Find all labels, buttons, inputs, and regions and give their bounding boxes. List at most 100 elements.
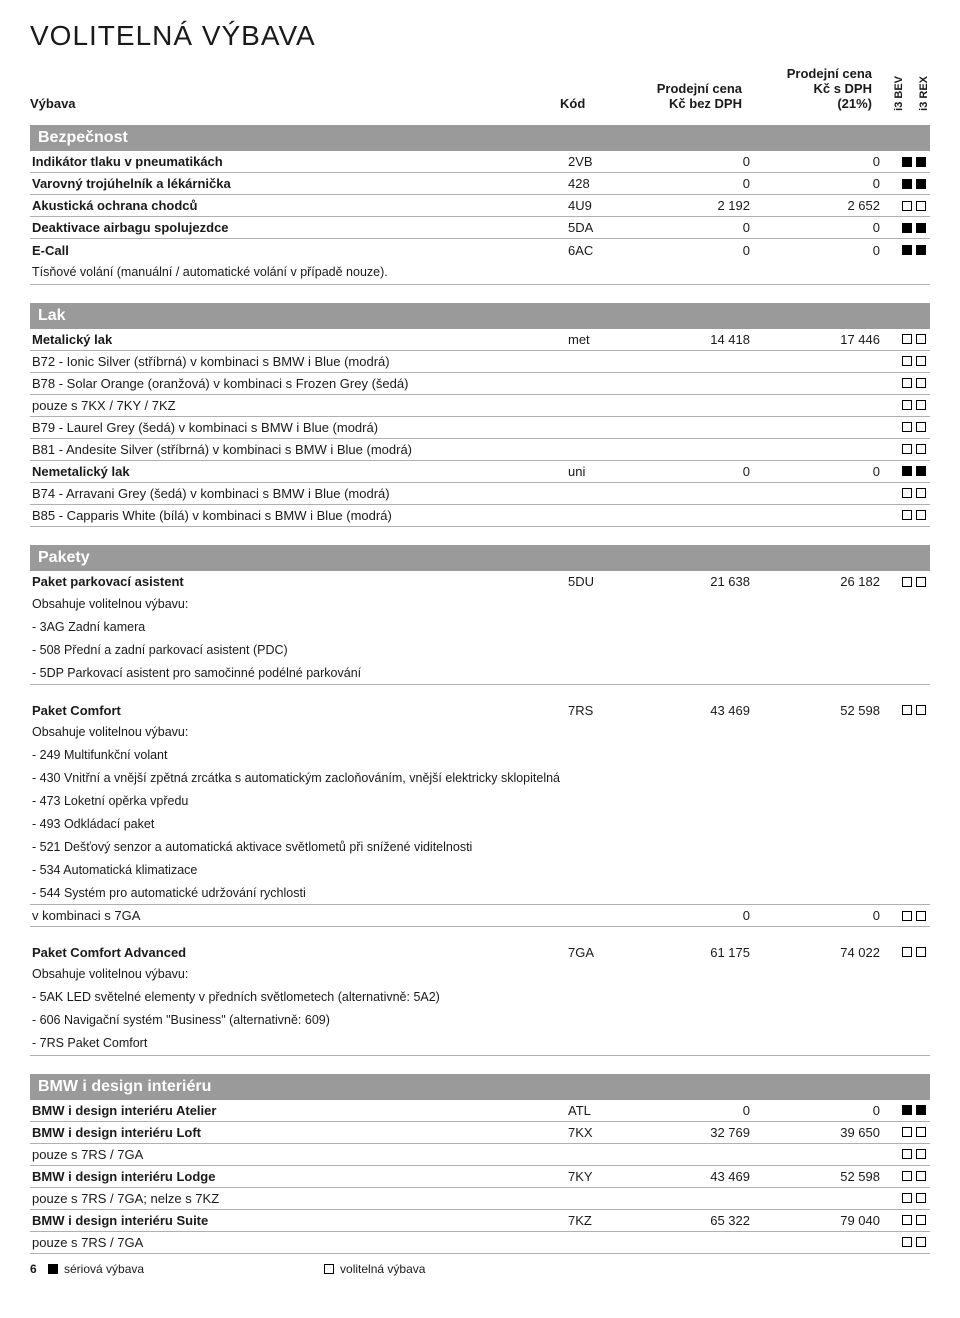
table-header: Výbava Kód Prodejní cena Kč bez DPH Prod… — [30, 66, 930, 117]
table-row: Obsahuje volitelnou výbavu: — [30, 721, 930, 744]
footer: 6 sériová výbava volitelná výbava — [30, 1262, 930, 1276]
hdr-p1-l1: Prodejní cena — [630, 81, 742, 96]
row-sub: Obsahuje volitelnou výbavu: — [30, 724, 568, 741]
row-name: pouze s 7KX / 7KY / 7KZ — [30, 398, 568, 413]
filled-square-icon — [916, 245, 926, 255]
row-kod: 7RS — [568, 703, 638, 718]
table-row: - 7RS Paket Comfort — [30, 1032, 930, 1056]
row-price1: 0 — [638, 154, 768, 169]
table-row: B85 - Capparis White (bílá) v kombinaci … — [30, 505, 930, 527]
row-name: B72 - Ionic Silver (stříbrná) v kombinac… — [30, 354, 568, 369]
empty-square-icon — [916, 201, 926, 211]
row-price1: 14 418 — [638, 332, 768, 347]
row-name: Metalický lak — [30, 332, 568, 347]
hdr-p2-l1: Prodejní cena — [760, 66, 872, 81]
row-kod: ATL — [568, 1103, 638, 1118]
availability-icons — [898, 444, 930, 454]
table-row: BMW i design interiéru Lodge7KY43 46952 … — [30, 1166, 930, 1188]
table-row: B79 - Laurel Grey (šedá) v kombinaci s B… — [30, 417, 930, 439]
empty-square-icon — [902, 356, 912, 366]
filled-square-icon — [916, 466, 926, 476]
legend-optional: volitelná výbava — [324, 1262, 425, 1276]
table-row: - 521 Dešťový senzor a automatická aktiv… — [30, 836, 930, 859]
empty-square-icon — [916, 510, 926, 520]
table-row: BMW i design interiéru Loft7KX32 76939 6… — [30, 1122, 930, 1144]
table-row: Paket Comfort Advanced7GA61 17574 022 — [30, 941, 930, 963]
filled-square-icon — [902, 466, 912, 476]
empty-square-icon — [324, 1264, 334, 1274]
filled-square-icon — [48, 1264, 58, 1274]
filled-square-icon — [902, 157, 912, 167]
row-price1: 43 469 — [638, 1169, 768, 1184]
hdr-p2-l3: (21%) — [760, 96, 872, 111]
empty-square-icon — [916, 1193, 926, 1203]
empty-square-icon — [916, 1215, 926, 1225]
table-row: - 3AG Zadní kamera — [30, 616, 930, 639]
row-kod: 428 — [568, 176, 638, 191]
hdr-price2: Prodejní cena Kč s DPH (21%) — [760, 66, 890, 111]
availability-icons — [898, 577, 930, 587]
empty-square-icon — [902, 1215, 912, 1225]
row-price2: 0 — [768, 243, 898, 258]
availability-icons — [898, 911, 930, 921]
row-sub: - 473 Loketní opěrka vpředu — [30, 793, 568, 810]
empty-square-icon — [902, 378, 912, 388]
row-price1: 0 — [638, 908, 768, 923]
row-name: Paket parkovací asistent — [30, 574, 568, 589]
row-kod: 5DA — [568, 220, 638, 235]
empty-square-icon — [902, 334, 912, 344]
empty-square-icon — [902, 705, 912, 715]
row-sub: - 3AG Zadní kamera — [30, 619, 568, 636]
row-sub: - 544 Systém pro automatické udržování r… — [30, 885, 568, 902]
row-price2: 52 598 — [768, 1169, 898, 1184]
empty-square-icon — [902, 1127, 912, 1137]
row-sub: - 493 Odkládací paket — [30, 816, 568, 833]
table-row: Varovný trojúhelník a lékárnička42800 — [30, 173, 930, 195]
empty-square-icon — [916, 378, 926, 388]
row-name: BMW i design interiéru Loft — [30, 1125, 568, 1140]
empty-square-icon — [916, 1127, 926, 1137]
availability-icons — [898, 1105, 930, 1115]
row-price1: 65 322 — [638, 1213, 768, 1228]
table-row: - 473 Loketní opěrka vpředu — [30, 790, 930, 813]
table-row: Metalický lakmet14 41817 446 — [30, 329, 930, 351]
table-row: - 508 Přední a zadní parkovací asistent … — [30, 639, 930, 662]
table-row: Obsahuje volitelnou výbavu: — [30, 593, 930, 616]
table-row: - 249 Multifunkční volant — [30, 744, 930, 767]
availability-icons — [898, 1215, 930, 1225]
row-price2: 79 040 — [768, 1213, 898, 1228]
availability-icons — [898, 334, 930, 344]
row-name: B78 - Solar Orange (oranžová) v kombinac… — [30, 376, 568, 391]
availability-icons — [898, 223, 930, 233]
row-price2: 0 — [768, 176, 898, 191]
row-price1: 32 769 — [638, 1125, 768, 1140]
empty-square-icon — [916, 1149, 926, 1159]
empty-square-icon — [916, 577, 926, 587]
availability-icons — [898, 1149, 930, 1159]
row-name: Deaktivace airbagu spolujezdce — [30, 220, 568, 235]
hdr-variants: i3 BEV i3 REX — [890, 76, 930, 111]
empty-square-icon — [916, 334, 926, 344]
empty-square-icon — [916, 400, 926, 410]
row-price1: 0 — [638, 1103, 768, 1118]
row-sub: - 5AK LED světelné elementy v předních s… — [30, 989, 568, 1006]
row-price1: 43 469 — [638, 703, 768, 718]
row-kod: 6AC — [568, 243, 638, 258]
row-price1: 0 — [638, 176, 768, 191]
filled-square-icon — [902, 1105, 912, 1115]
table-row: Paket parkovací asistent5DU21 63826 182 — [30, 571, 930, 593]
table-row: Paket Comfort7RS43 46952 598 — [30, 699, 930, 721]
availability-icons — [898, 1171, 930, 1181]
row-kod: 7KX — [568, 1125, 638, 1140]
row-name: pouze s 7RS / 7GA; nelze s 7KZ — [30, 1191, 568, 1206]
row-price2: 0 — [768, 908, 898, 923]
row-name: pouze s 7RS / 7GA — [30, 1147, 568, 1162]
availability-icons — [898, 1237, 930, 1247]
table-row: pouze s 7RS / 7GA; nelze s 7KZ — [30, 1188, 930, 1210]
row-price2: 0 — [768, 1103, 898, 1118]
filled-square-icon — [902, 245, 912, 255]
row-kod: 7KZ — [568, 1213, 638, 1228]
row-sub: - 521 Dešťový senzor a automatická aktiv… — [30, 839, 568, 856]
row-sub: - 430 Vnitřní a vnější zpětná zrcátka s … — [30, 770, 568, 787]
empty-square-icon — [916, 911, 926, 921]
